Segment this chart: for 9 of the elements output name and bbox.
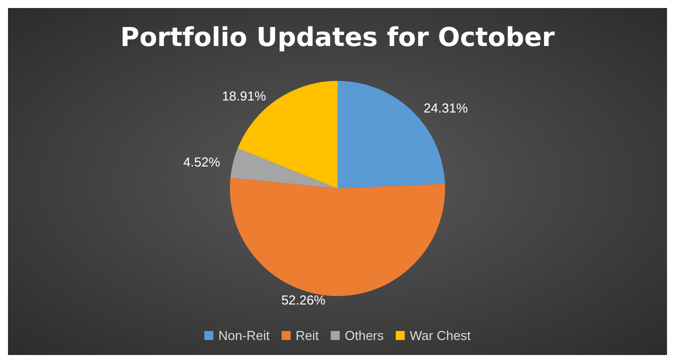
legend-label: Non-Reit [218,328,270,343]
data-label: 4.52% [183,154,221,170]
legend-label: Reit [296,328,320,343]
legend-label: War Chest [410,328,472,343]
legend-label: Others [344,328,384,343]
data-label: 24.31% [424,100,468,116]
chart-title: Portfolio Updates for October [120,23,555,53]
data-label: 18.91% [222,88,266,104]
data-label: 52.26% [281,292,326,308]
